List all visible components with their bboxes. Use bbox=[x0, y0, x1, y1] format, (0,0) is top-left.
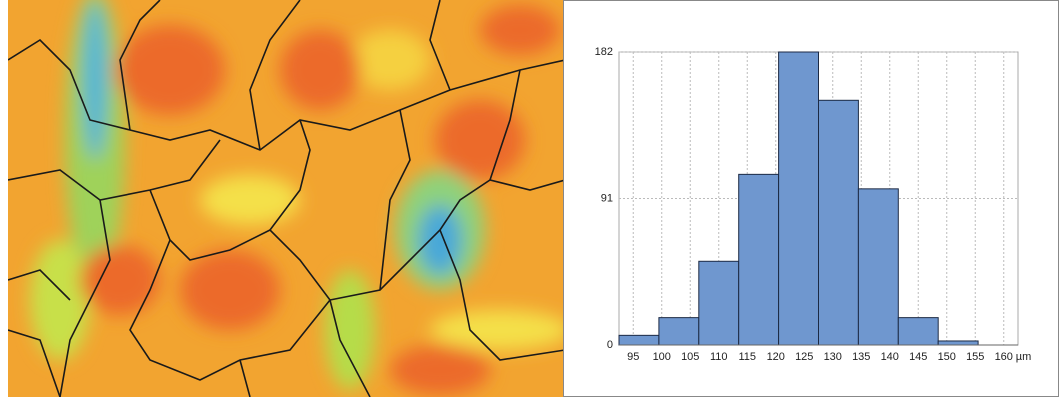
x-tick-label: 125 bbox=[795, 351, 813, 363]
y-tick-label: 0 bbox=[607, 339, 613, 351]
grain-map-image bbox=[8, 0, 570, 397]
x-tick-label: 110 bbox=[710, 351, 728, 363]
histogram-bar bbox=[659, 318, 699, 345]
x-tick-label: 95 bbox=[627, 351, 639, 363]
x-tick-label: 100 bbox=[653, 351, 671, 363]
x-tick-label: 155 bbox=[966, 351, 984, 363]
x-tick-label: 130 bbox=[824, 351, 842, 363]
figure: 0 91 182 95 100 105 110 115 120 125 130 135 140 145 15… bbox=[0, 0, 1059, 397]
histogram-bar bbox=[619, 335, 659, 345]
x-axis-label: µm bbox=[1016, 351, 1032, 363]
histogram-bar bbox=[898, 318, 938, 345]
histogram-bar bbox=[739, 174, 779, 345]
y-tick-label: 182 bbox=[595, 46, 613, 58]
histogram-bar bbox=[699, 261, 739, 345]
x-tick-label: 160 bbox=[995, 351, 1013, 363]
x-tick-label: 145 bbox=[909, 351, 927, 363]
page: {"chart_data": {"type": "histogram", "bi… bbox=[0, 0, 1059, 397]
x-tick-label: 135 bbox=[852, 351, 870, 363]
x-tick-label: 140 bbox=[881, 351, 899, 363]
x-tick-label: 115 bbox=[738, 351, 756, 363]
histogram-bar bbox=[938, 341, 978, 345]
x-tick-label: 105 bbox=[681, 351, 699, 363]
x-tick-label: 120 bbox=[767, 351, 785, 363]
y-tick-label: 91 bbox=[601, 192, 613, 204]
histogram-bar bbox=[779, 52, 819, 345]
histogram-bar bbox=[858, 189, 898, 345]
histogram-bar bbox=[819, 100, 859, 345]
x-tick-label: 150 bbox=[938, 351, 956, 363]
